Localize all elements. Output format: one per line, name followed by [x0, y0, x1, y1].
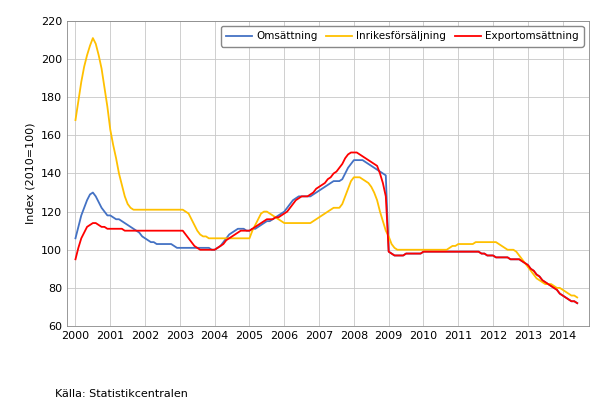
Omsättning	[78, 213, 85, 218]
Omsättning	[72, 236, 79, 241]
Exportomsättning	[78, 236, 85, 241]
Omsättning	[92, 194, 100, 199]
Omsättning	[446, 249, 453, 254]
Exportomsättning	[347, 150, 354, 155]
Exportomsättning	[124, 228, 131, 233]
Omsättning	[342, 171, 349, 176]
Exportomsättning	[574, 301, 581, 306]
Legend: Omsättning, Inrikesförsäljning, Exportomsättning: Omsättning, Inrikesförsäljning, Exportom…	[221, 26, 583, 46]
Omsättning	[124, 222, 131, 227]
Inrikesförsäljning	[405, 247, 413, 252]
Exportomsättning	[92, 221, 100, 226]
Line: Omsättning: Omsättning	[75, 160, 577, 303]
Omsättning	[574, 301, 581, 306]
Inrikesförsäljning	[446, 245, 453, 250]
Omsättning	[350, 158, 358, 163]
Inrikesförsäljning	[72, 117, 79, 122]
Exportomsättning	[446, 249, 453, 254]
Y-axis label: Index (2010=100): Index (2010=100)	[25, 123, 35, 224]
Exportomsättning	[405, 251, 413, 256]
Inrikesförsäljning	[127, 205, 134, 210]
Omsättning	[405, 251, 413, 256]
Line: Exportomsättning: Exportomsättning	[75, 153, 577, 303]
Text: Källa: Statistikcentralen: Källa: Statistikcentralen	[55, 389, 188, 399]
Exportomsättning	[72, 257, 79, 262]
Inrikesförsäljning	[89, 36, 97, 41]
Inrikesförsäljning	[95, 53, 103, 58]
Exportomsättning	[342, 155, 349, 161]
Inrikesförsäljning	[574, 295, 581, 300]
Line: Inrikesförsäljning: Inrikesförsäljning	[75, 38, 577, 298]
Inrikesförsäljning	[78, 79, 85, 84]
Inrikesförsäljning	[344, 186, 351, 191]
